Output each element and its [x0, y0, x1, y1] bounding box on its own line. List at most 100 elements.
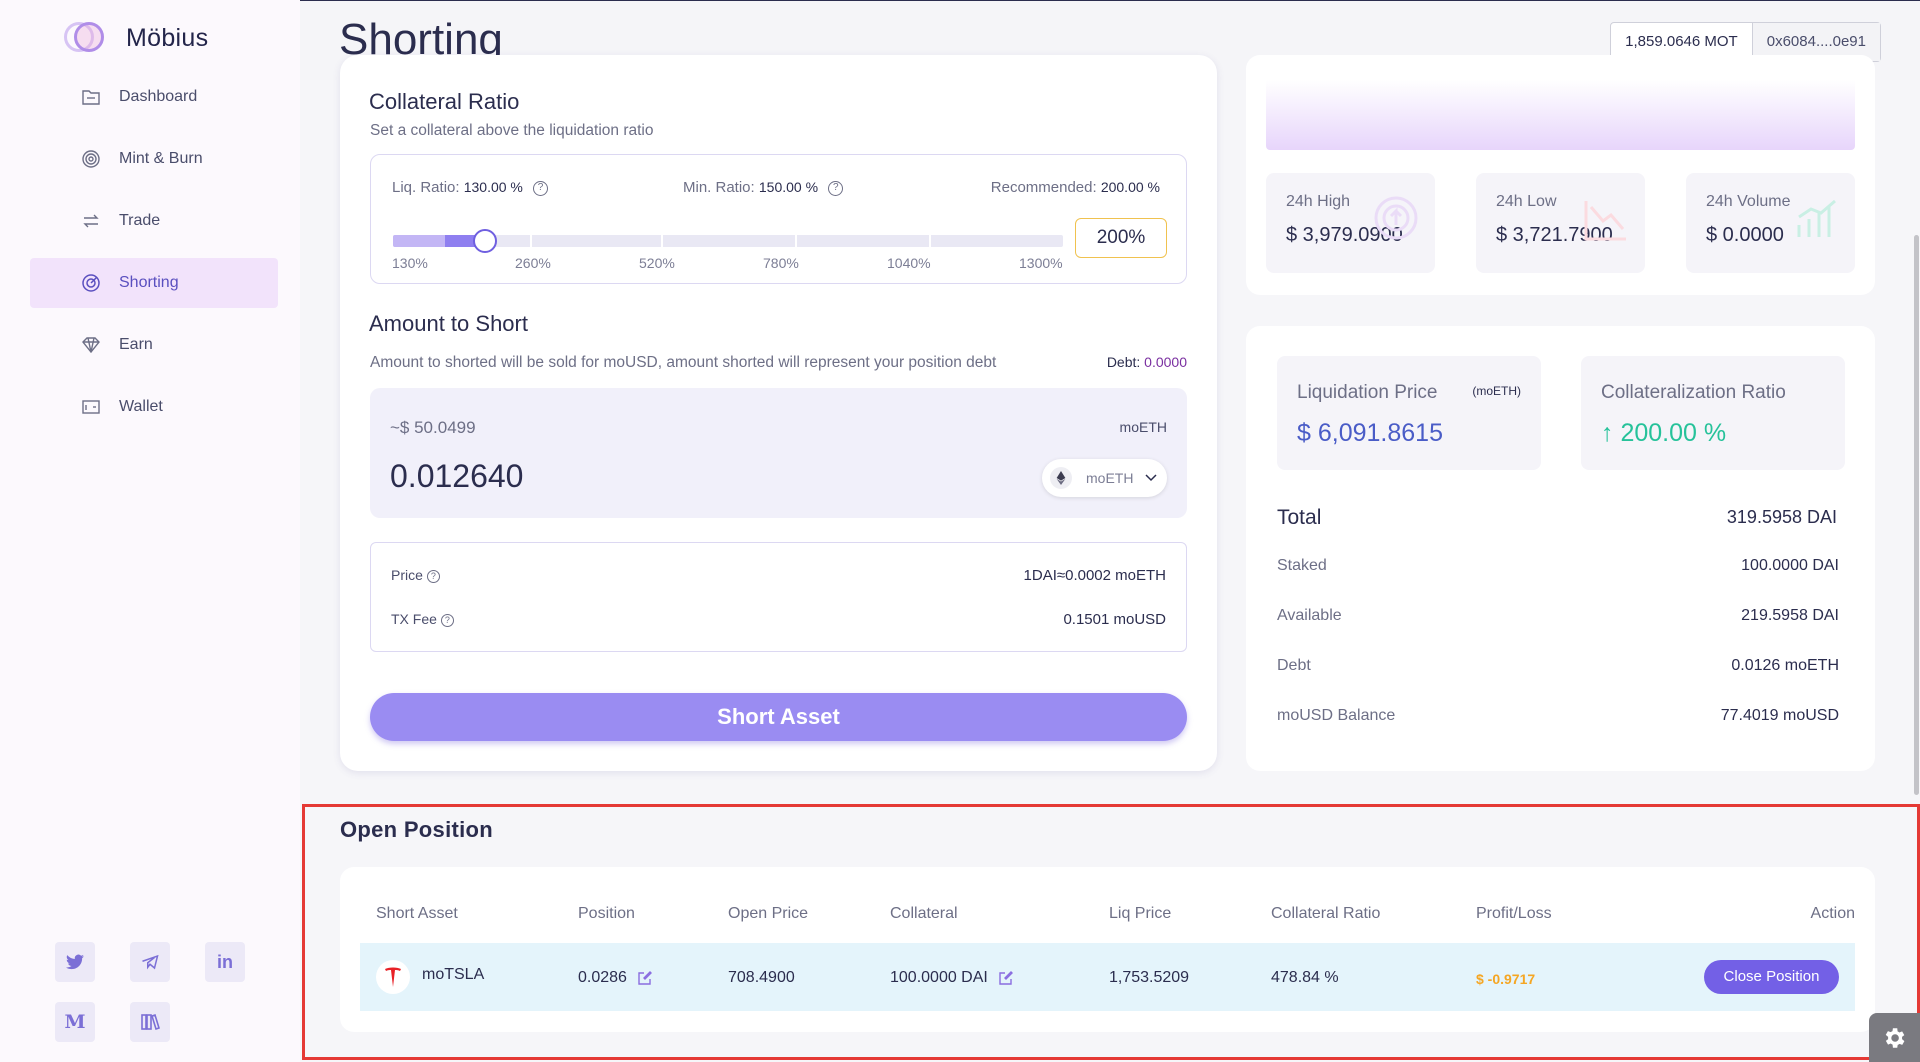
price-label: Price? [391, 567, 440, 583]
slider-mark: 260% [515, 255, 551, 271]
docs-icon [141, 1013, 160, 1031]
stat-value: $ 3,979.0900 [1286, 224, 1403, 246]
edit-icon[interactable] [998, 970, 1014, 986]
total-value: 319.5958 DAI [1726, 507, 1837, 527]
sidebar: Möbius Dashboard Mint & Burn Trade Short… [0, 0, 300, 1062]
slider-mark: 1040% [887, 255, 931, 271]
collateral-ratio-slider[interactable] [393, 229, 1063, 253]
sidebar-item-label: Dashboard [119, 88, 198, 105]
liq-ratio-value: 130.00 % [463, 179, 523, 195]
debt-label: Debt [1277, 657, 1311, 674]
sidebar-item-dashboard[interactable]: Dashboard [30, 72, 278, 122]
linkedin-icon: in [217, 951, 233, 972]
liquidation-price-label: Liquidation Price [1297, 382, 1438, 403]
token-balance: 1,859.0646 MOT [1611, 23, 1753, 61]
sidebar-item-earn[interactable]: Earn [30, 320, 278, 370]
linkedin-button[interactable]: in [205, 942, 245, 982]
market-stats-card: 24h High $ 3,979.0900 24h Low $ 3,721.79… [1246, 55, 1875, 295]
sidebar-item-label: Wallet [119, 398, 163, 415]
amount-input[interactable]: 0.012640 [390, 458, 524, 494]
collateral-ratio-cell: 478.84 % [1271, 969, 1339, 986]
help-icon[interactable]: ? [828, 180, 844, 196]
price-chart[interactable] [1266, 80, 1855, 150]
short-asset-cell: moTSLA [422, 966, 485, 983]
amount-input-box: ~$ 50.0499 moETH 0.012640 moETH [370, 388, 1187, 518]
token-label: moETH [1119, 419, 1167, 435]
debt-display: Debt: 0.0000 [1107, 354, 1187, 370]
liq-price-cell: 1,753.5209 [1109, 969, 1190, 986]
help-icon[interactable]: ? [426, 569, 440, 583]
slider-tick [795, 235, 797, 247]
help-icon[interactable]: ? [440, 613, 454, 627]
recommended-value: 200.00 % [1100, 179, 1160, 195]
total-label: Total [1277, 506, 1322, 529]
sidebar-item-label: Earn [119, 336, 153, 353]
crosshair-icon [82, 274, 100, 292]
sidebar-item-trade[interactable]: Trade [30, 196, 278, 246]
slider-mark: 130% [392, 255, 428, 271]
liq-ratio-label: Liq. Ratio: 130.00 % ? [392, 179, 549, 196]
mousd-balance-value: 77.4019 moUSD [1720, 707, 1839, 724]
help-icon[interactable]: ? [533, 180, 549, 196]
folder-icon [82, 90, 100, 105]
trade-info-box: Price? 1DAI≈0.0002 moETH TX Fee? 0.1501 … [370, 542, 1187, 652]
tx-fee-label: TX Fee? [391, 611, 454, 627]
price-value: 1DAI≈0.0002 moETH [1023, 567, 1166, 584]
min-ratio-value: 150.00 % [758, 179, 819, 195]
stat-label: 24h Low [1496, 193, 1557, 210]
sidebar-item-label: Shorting [119, 274, 179, 291]
short-asset-button[interactable]: Short Asset [370, 693, 1187, 741]
collateral-value: 100.0000 DAI [890, 969, 988, 986]
medium-button[interactable]: M [55, 1002, 95, 1042]
liquidation-price-unit: (moETH) [1472, 384, 1521, 398]
high-icon [1374, 196, 1418, 240]
close-position-button[interactable]: Close Position [1704, 960, 1839, 994]
column-header: Position [578, 905, 635, 922]
docs-button[interactable] [130, 1002, 170, 1042]
sidebar-item-shorting[interactable]: Shorting [30, 258, 278, 308]
telegram-icon [142, 954, 159, 970]
price-caption: Price [391, 567, 423, 583]
available-value: 219.5958 DAI [1741, 607, 1839, 624]
available-label: Available [1277, 607, 1342, 624]
position-value: 0.0286 [578, 969, 627, 986]
mousd-balance-label: moUSD Balance [1277, 707, 1396, 724]
min-ratio-caption: Min. Ratio: [683, 179, 755, 196]
swap-icon [83, 214, 99, 228]
mobius-logo-icon [62, 18, 106, 58]
amount-to-short-title: Amount to Short [369, 311, 528, 336]
column-header: Liq Price [1109, 905, 1172, 922]
open-position-title: Open Position [340, 817, 494, 842]
token-select[interactable]: moETH [1042, 459, 1167, 497]
column-header: Collateral Ratio [1271, 905, 1381, 922]
volume-icon [1797, 199, 1836, 237]
sidebar-item-label: Trade [119, 212, 161, 229]
settings-button[interactable] [1869, 1013, 1920, 1062]
slider-thumb[interactable] [472, 229, 497, 253]
diamond-icon [82, 337, 100, 354]
column-header: Profit/Loss [1476, 905, 1552, 922]
chevron-down-icon [1145, 474, 1157, 482]
table-row: moTSLA 0.0286 708.4900 100.0000 DAI 1,75… [360, 943, 1855, 1011]
sidebar-item-mint-burn[interactable]: Mint & Burn [30, 134, 278, 184]
column-header: Action [1810, 905, 1855, 922]
usd-estimate: ~$ 50.0499 [390, 418, 476, 437]
page-scrollbar[interactable] [1914, 235, 1919, 795]
stat-24h-volume: 24h Volume $ 0.0000 [1686, 173, 1855, 273]
collateral-ratio-input[interactable]: 200% [1075, 218, 1167, 258]
wallet-address[interactable]: 0x6084....0e91 [1752, 23, 1880, 61]
telegram-button[interactable] [130, 942, 170, 982]
open-price-cell: 708.4900 [728, 969, 795, 986]
edit-icon[interactable] [637, 970, 653, 986]
column-header: Collateral [890, 905, 958, 922]
sidebar-item-wallet[interactable]: Wallet [30, 382, 278, 432]
wallet-icon [82, 400, 100, 414]
gear-icon [1885, 1028, 1905, 1048]
twitter-button[interactable] [55, 942, 95, 982]
stat-label: 24h Volume [1706, 193, 1791, 210]
ethereum-icon [1050, 467, 1072, 489]
staked-label: Staked [1277, 557, 1327, 574]
low-icon [1584, 201, 1626, 241]
tx-fee-caption: TX Fee [391, 611, 437, 627]
app-logo[interactable]: Möbius [62, 18, 208, 58]
